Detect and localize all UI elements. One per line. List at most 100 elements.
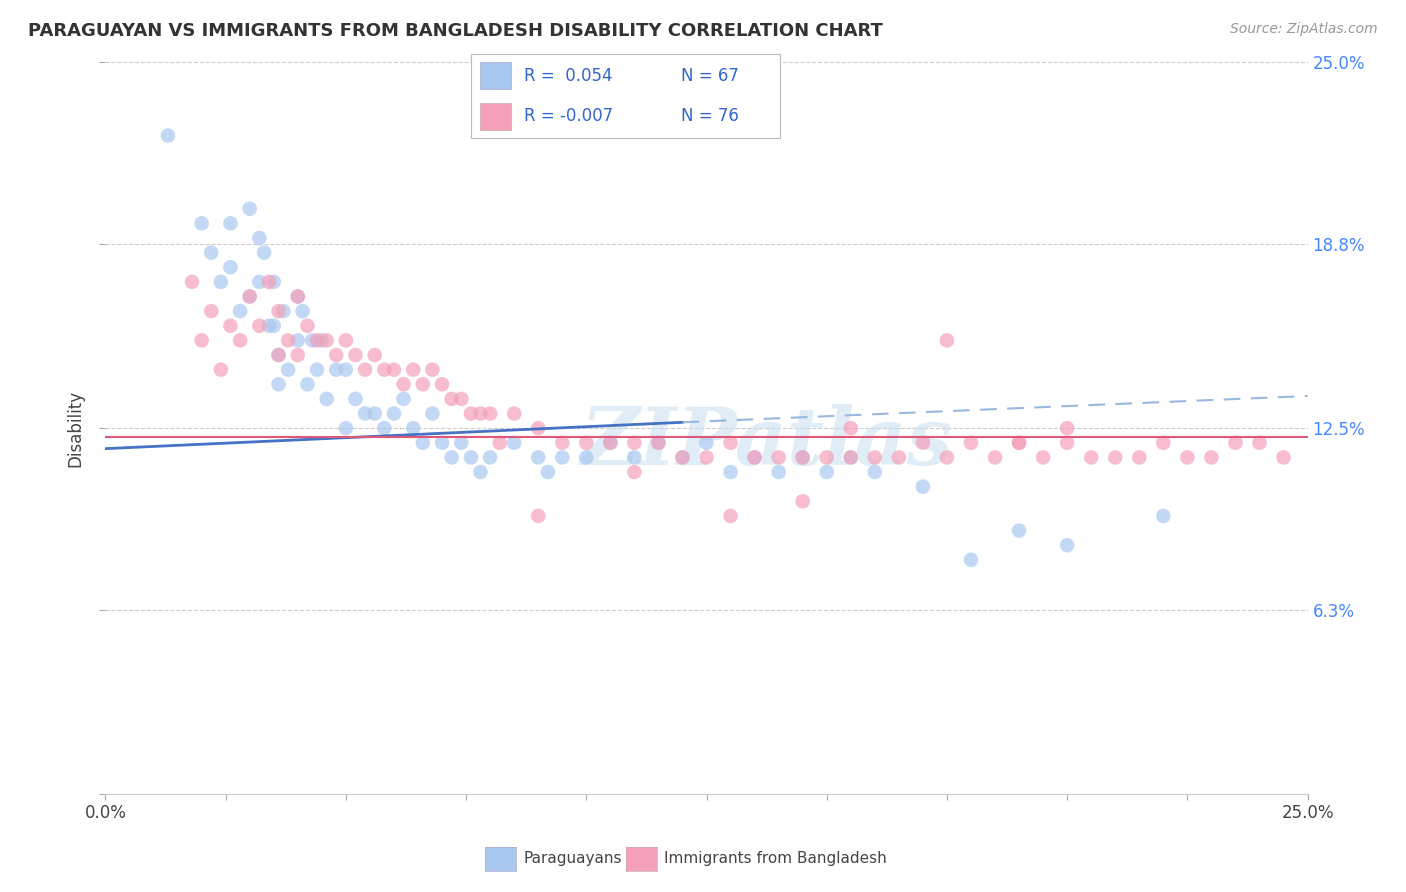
- Point: [792, 450, 814, 465]
- Point: [792, 494, 814, 508]
- Point: [815, 465, 838, 479]
- Point: [1104, 450, 1126, 465]
- Point: [219, 260, 242, 275]
- Text: R =  0.054: R = 0.054: [523, 67, 612, 85]
- FancyBboxPatch shape: [481, 103, 512, 130]
- Point: [344, 392, 367, 406]
- Point: [430, 377, 453, 392]
- Point: [412, 377, 434, 392]
- Point: [479, 407, 502, 421]
- Point: [364, 407, 387, 421]
- Point: [440, 450, 463, 465]
- Point: [219, 216, 242, 230]
- Point: [277, 334, 299, 348]
- Point: [263, 318, 285, 333]
- Point: [257, 275, 280, 289]
- Point: [599, 435, 621, 450]
- Point: [287, 348, 309, 362]
- Point: [287, 289, 309, 303]
- Point: [422, 407, 444, 421]
- Point: [1152, 508, 1174, 523]
- Point: [382, 362, 405, 376]
- Point: [1272, 450, 1295, 465]
- Point: [911, 435, 934, 450]
- Point: [599, 435, 621, 450]
- Point: [460, 407, 482, 421]
- Point: [325, 362, 347, 376]
- Point: [450, 435, 472, 450]
- Point: [1056, 435, 1078, 450]
- Point: [839, 450, 862, 465]
- Point: [412, 435, 434, 450]
- Point: [911, 480, 934, 494]
- Point: [335, 362, 357, 376]
- Point: [503, 435, 526, 450]
- Point: [200, 304, 222, 318]
- Point: [1008, 435, 1031, 450]
- Point: [229, 304, 252, 318]
- Point: [373, 421, 395, 435]
- Point: [537, 465, 560, 479]
- Point: [623, 435, 645, 450]
- Point: [311, 334, 333, 348]
- Point: [257, 318, 280, 333]
- Point: [984, 450, 1007, 465]
- Point: [291, 304, 314, 318]
- Point: [792, 450, 814, 465]
- Point: [219, 318, 242, 333]
- Point: [382, 407, 405, 421]
- Point: [247, 231, 270, 245]
- Point: [720, 508, 742, 523]
- Point: [647, 435, 669, 450]
- Point: [315, 392, 337, 406]
- Point: [1056, 538, 1078, 552]
- Point: [287, 289, 309, 303]
- Point: [297, 377, 319, 392]
- Point: [273, 304, 295, 318]
- Text: Paraguayans: Paraguayans: [523, 852, 621, 866]
- Point: [335, 334, 357, 348]
- Point: [744, 450, 766, 465]
- Point: [335, 421, 357, 435]
- Point: [575, 435, 598, 450]
- Point: [1080, 450, 1102, 465]
- Point: [247, 275, 270, 289]
- Point: [470, 407, 492, 421]
- Point: [325, 348, 347, 362]
- Point: [671, 450, 693, 465]
- Point: [440, 392, 463, 406]
- Point: [190, 216, 212, 230]
- Text: N = 76: N = 76: [682, 107, 740, 125]
- Point: [744, 450, 766, 465]
- Point: [863, 465, 886, 479]
- Point: [960, 553, 983, 567]
- Point: [1175, 450, 1198, 465]
- Point: [239, 202, 262, 216]
- Point: [267, 348, 290, 362]
- Point: [551, 435, 574, 450]
- Point: [527, 450, 550, 465]
- Point: [1152, 435, 1174, 450]
- Point: [839, 421, 862, 435]
- Point: [301, 334, 323, 348]
- Point: [768, 450, 790, 465]
- Point: [253, 245, 276, 260]
- Point: [671, 450, 693, 465]
- Point: [190, 334, 212, 348]
- Text: N = 67: N = 67: [682, 67, 740, 85]
- Point: [1008, 524, 1031, 538]
- Point: [239, 289, 262, 303]
- Point: [263, 275, 285, 289]
- Point: [430, 435, 453, 450]
- Point: [364, 348, 387, 362]
- Point: [960, 435, 983, 450]
- Point: [354, 362, 377, 376]
- Y-axis label: Disability: Disability: [66, 390, 84, 467]
- Text: ZIPatlas: ZIPatlas: [581, 404, 953, 482]
- Point: [551, 450, 574, 465]
- Point: [488, 435, 510, 450]
- Point: [181, 275, 204, 289]
- Point: [305, 334, 328, 348]
- Point: [1056, 421, 1078, 435]
- Point: [229, 334, 252, 348]
